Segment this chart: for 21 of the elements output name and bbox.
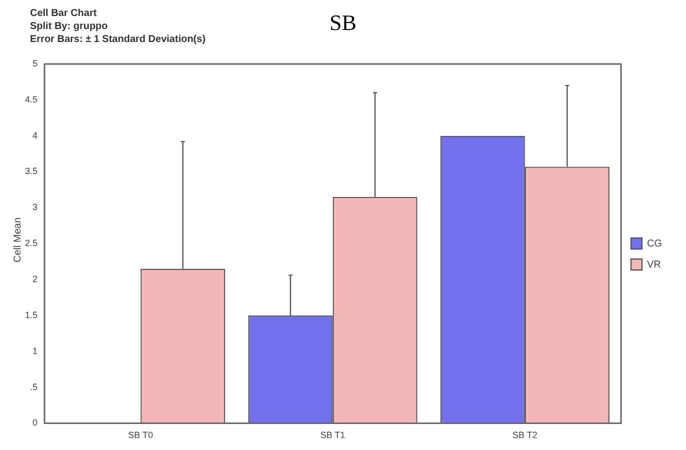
y-tick-label: 3 bbox=[32, 202, 38, 212]
y-tick-label: 5 bbox=[32, 58, 38, 68]
legend-label: VR bbox=[647, 259, 661, 270]
y-tick-label: .5 bbox=[30, 382, 38, 392]
x-tick-label: SB T2 bbox=[512, 430, 538, 440]
text: Split By: gruppo bbox=[30, 20, 109, 33]
text: Error Bars: ± 1 Standard Deviation(s) bbox=[30, 33, 206, 46]
chart-title: SB bbox=[330, 10, 356, 35]
y-tick-label: 1.5 bbox=[24, 310, 38, 320]
y-tick-label: 4 bbox=[32, 130, 38, 140]
y-tick-label: 2.5 bbox=[24, 238, 38, 248]
x-tick-label: SB T1 bbox=[320, 430, 346, 440]
x-tick-label: SB T0 bbox=[128, 430, 154, 440]
y-axis-title: Cell Mean bbox=[12, 217, 24, 263]
y-tick-label: 0 bbox=[32, 418, 38, 428]
y-tick-label: 4.5 bbox=[24, 94, 38, 104]
y-tick-label: 1 bbox=[32, 346, 38, 356]
y-tick-label: 3.5 bbox=[24, 166, 38, 176]
text: Cell Bar Chart bbox=[30, 7, 98, 20]
y-tick-label: 2 bbox=[32, 274, 38, 284]
legend-label: CG bbox=[647, 238, 662, 250]
